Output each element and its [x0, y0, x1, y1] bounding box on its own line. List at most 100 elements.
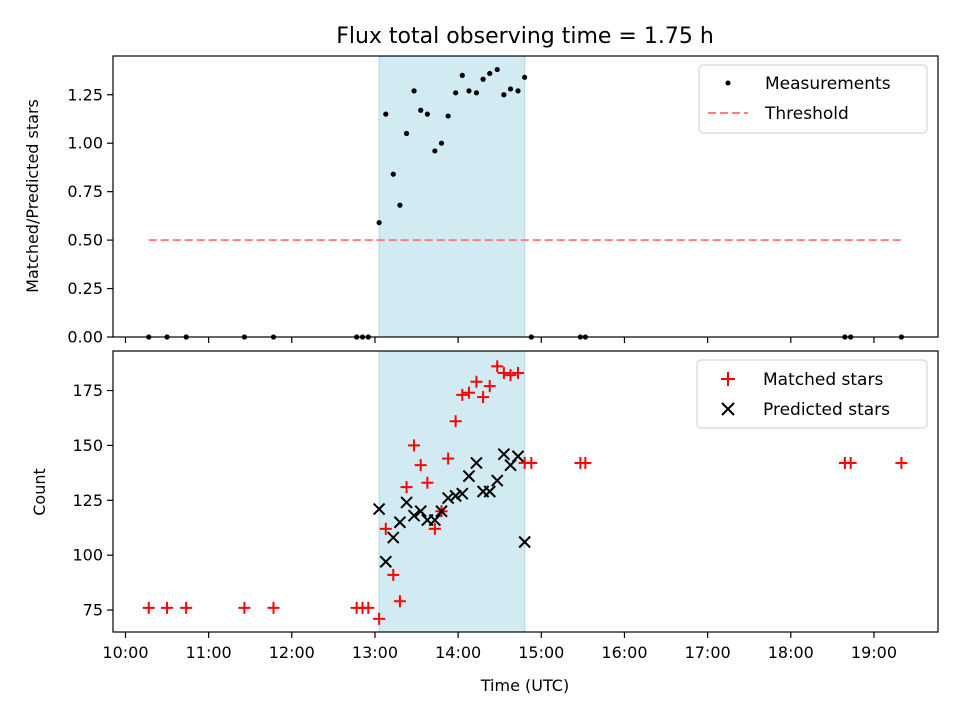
bottom-legend: Matched stars Predicted stars	[696, 359, 928, 429]
y-tick-label: 100	[72, 546, 103, 565]
measurement-point	[418, 107, 424, 113]
measurement-point	[438, 140, 445, 146]
y-tick-label: 0.25	[67, 279, 103, 298]
matched-star-point	[379, 522, 392, 535]
top-panel: 0.00 0.25 0.50 0.75 1.00 1.25 Matched/Predict…	[23, 55, 939, 347]
measurement-point	[522, 74, 528, 80]
measurement-point	[507, 86, 514, 92]
predicted-star-point	[470, 456, 483, 470]
predicted-star-point	[441, 491, 455, 505]
predicted-star-point	[379, 555, 392, 568]
matched-star-point	[491, 360, 504, 373]
x-tick-label: 15:00	[518, 643, 564, 662]
x-tick-label: 11:00	[186, 643, 232, 662]
x-tick-label: 12:00	[269, 643, 315, 662]
predicted-star-point	[387, 531, 400, 544]
x-tick-label: 17:00	[685, 643, 731, 662]
measurement-point	[501, 92, 507, 98]
predicted-star-point	[462, 469, 476, 483]
predicted-star-point	[491, 474, 504, 487]
matched-star-point	[414, 459, 427, 472]
measurement-point	[494, 66, 500, 73]
x-tick-label: 14:00	[435, 643, 481, 662]
x-axis-label: Time (UTC)	[480, 676, 569, 695]
matched-star-point	[387, 568, 400, 581]
y-tick-label: 0.00	[67, 328, 103, 347]
predicted-star-point	[407, 509, 421, 522]
matched-star-point	[373, 612, 386, 625]
x-tick-label: 19:00	[851, 643, 897, 662]
y-tick-label: 125	[72, 491, 103, 510]
matched-star-point	[428, 522, 441, 535]
measurement-point	[473, 90, 480, 96]
matched-star-point	[483, 380, 496, 393]
legend-measurements-marker	[725, 80, 731, 86]
bottom-plot-frame	[112, 350, 939, 633]
matched-star-point	[497, 366, 510, 379]
matched-star-point	[400, 481, 413, 494]
matched-star-point	[180, 601, 193, 614]
predicted-star-point	[456, 487, 469, 500]
top-legend-box	[698, 64, 928, 134]
y-tick-label: 1.00	[67, 134, 103, 153]
matched-star-point	[512, 366, 525, 379]
matched-star-point	[393, 595, 406, 608]
measurement-point	[432, 148, 438, 154]
legend-measurements-label: Measurements	[765, 74, 891, 94]
observing-window-shade	[378, 55, 526, 338]
legend-threshold-label: Threshold	[764, 104, 849, 124]
predicted-star-point	[497, 447, 511, 461]
x-tick-label: 16:00	[601, 643, 647, 662]
measurement-point	[376, 220, 382, 226]
matched-star-point	[844, 456, 857, 469]
y-tick-label: 0.75	[67, 182, 103, 201]
y-tick-label: 1.25	[67, 85, 103, 104]
top-y-axis-label: Matched/Predicted stars	[23, 99, 42, 293]
measurement-point	[445, 113, 451, 119]
matched-star-point	[142, 601, 155, 614]
measurement-point	[459, 72, 465, 78]
measurement-point	[515, 88, 521, 94]
y-tick-label: 175	[72, 381, 103, 400]
matched-star-point	[525, 456, 538, 469]
top-plot-frame	[112, 55, 939, 338]
measurement-point	[411, 88, 417, 94]
matched-star-point	[362, 601, 375, 614]
measurement-point	[397, 202, 403, 208]
matched-star-point	[442, 452, 455, 465]
measurement-point	[453, 90, 459, 96]
measurement-point	[383, 111, 389, 117]
matched-star-point	[477, 391, 490, 404]
y-tick-label: 0.50	[67, 231, 103, 250]
matched-star-point	[238, 601, 251, 614]
legend-predicted-marker	[721, 402, 735, 416]
predicted-star-point	[372, 502, 386, 516]
matched-star-point	[267, 601, 280, 614]
matched-star-point	[462, 386, 475, 399]
measurement-point	[487, 70, 493, 77]
bottom-legend-box	[696, 359, 928, 429]
y-tick-label: 75	[83, 601, 103, 620]
chart-title: Flux total observing time = 1.75 h	[336, 24, 714, 49]
x-tick-label: 13:00	[352, 643, 398, 662]
top-legend: Measurements Threshold	[698, 64, 928, 134]
measurement-point	[480, 76, 486, 82]
matched-star-point	[456, 388, 469, 401]
bottom-panel: 75 100 125 150 175 10:00 11:00 12:00 13:00 14:00…	[30, 350, 939, 695]
x-tick-label: 18:00	[768, 643, 814, 662]
predicted-star-point	[449, 489, 462, 503]
measurement-point	[424, 111, 430, 117]
measurement-point	[466, 88, 472, 94]
predicted-star-point	[511, 450, 525, 463]
measurement-point	[390, 171, 396, 177]
bottom-y-axis-label: Count	[30, 468, 49, 516]
legend-matched-marker	[721, 372, 735, 386]
predicted-star-point	[393, 516, 407, 529]
matched-star-point	[421, 476, 434, 489]
matched-star-point	[579, 456, 592, 469]
predicted-star-point	[483, 485, 496, 498]
predicted-star-point	[428, 513, 442, 527]
predicted-star-point	[400, 496, 413, 509]
y-tick-label: 150	[72, 436, 103, 455]
